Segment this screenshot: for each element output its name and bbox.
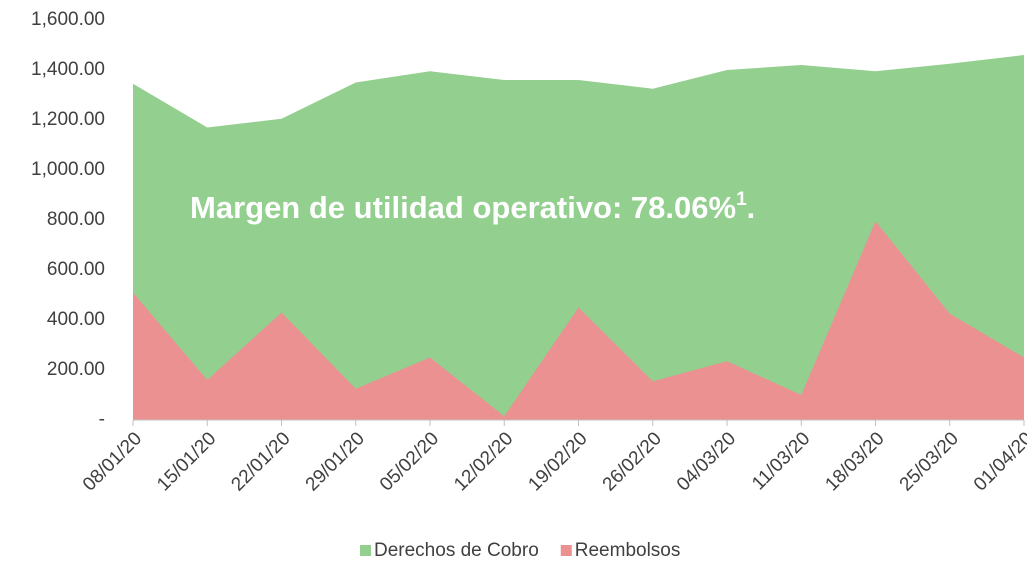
legend-swatch bbox=[560, 545, 572, 556]
x-tick-label: 25/03/20 bbox=[896, 428, 963, 495]
annotation: Margen de utilidad operativo: 78.06%1. bbox=[190, 189, 755, 225]
x-tick-label: 01/04/20 bbox=[970, 428, 1027, 495]
x-tick-label: 08/01/20 bbox=[79, 428, 146, 495]
annotation-footnote: 1 bbox=[736, 189, 747, 210]
x-tick-label: 22/01/20 bbox=[227, 428, 294, 495]
x-tick-label: 29/01/20 bbox=[302, 428, 369, 495]
y-tick-label: 800.00 bbox=[47, 209, 105, 230]
annotation-text: Margen de utilidad operativo: 78.06% bbox=[190, 190, 736, 225]
legend-swatch bbox=[360, 545, 371, 556]
area bbox=[133, 221, 1024, 420]
y-tick-label: 1,600.00 bbox=[31, 9, 105, 30]
legend-label: Derechos de Cobro bbox=[374, 540, 539, 561]
x-tick-label: 04/03/20 bbox=[673, 428, 740, 495]
y-tick-label: 1,200.00 bbox=[31, 109, 105, 130]
y-tick-label: 1,400.00 bbox=[31, 59, 105, 80]
x-tick-label: 26/02/20 bbox=[599, 428, 666, 495]
y-tick-label: 400.00 bbox=[47, 309, 105, 330]
annotation-end: . bbox=[747, 190, 756, 225]
x-tick-label: 19/02/20 bbox=[524, 428, 591, 495]
y-tick-label: 1,000.00 bbox=[31, 159, 105, 180]
x-tick-label: 12/02/20 bbox=[450, 428, 517, 495]
area bbox=[133, 55, 1024, 420]
y-tick-label: 200.00 bbox=[47, 359, 105, 380]
x-tick-label: 15/01/20 bbox=[153, 428, 220, 495]
x-tick-label: 11/03/20 bbox=[748, 428, 814, 494]
x-tick-label: 05/02/20 bbox=[376, 428, 443, 495]
y-tick-label: - bbox=[99, 409, 105, 430]
y-tick-label: 600.00 bbox=[47, 259, 105, 280]
x-tick-label: 18/03/20 bbox=[821, 428, 888, 495]
legend-label: Reembolsos bbox=[575, 540, 681, 561]
